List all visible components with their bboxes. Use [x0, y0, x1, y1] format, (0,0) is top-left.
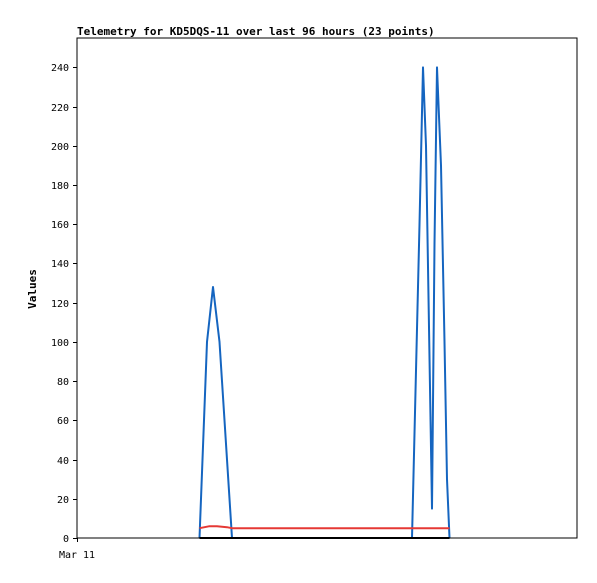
series-line-2	[199, 525, 450, 530]
y-axis-title: Values	[26, 269, 39, 309]
x-axis: Mar 11	[59, 538, 95, 561]
y-tick-label: 240	[51, 63, 69, 74]
chart-title: Telemetry for KD5DQS-11 over last 96 hou…	[77, 25, 435, 38]
y-tick-label: 60	[57, 416, 69, 427]
plot-frame	[76, 37, 578, 539]
y-tick-label: 0	[63, 534, 69, 545]
series-line-1	[198, 66, 451, 539]
y-tick-label: 180	[51, 181, 69, 192]
y-tick-label: 160	[51, 220, 69, 231]
y-tick-label: 220	[51, 103, 69, 114]
y-tick-label: 120	[51, 299, 69, 310]
y-tick-label: 100	[51, 338, 69, 349]
y-tick-label: 40	[57, 456, 69, 467]
y-tick-label: 80	[57, 377, 69, 388]
y-tick-label: 200	[51, 142, 69, 153]
y-tick-label: 140	[51, 259, 69, 270]
y-tick-label: 20	[57, 495, 69, 506]
y-axis: 0 20 40 60 80 100 120 140 160 180 200 220 240	[51, 63, 77, 545]
x-tick-label: Mar 11	[59, 550, 95, 561]
